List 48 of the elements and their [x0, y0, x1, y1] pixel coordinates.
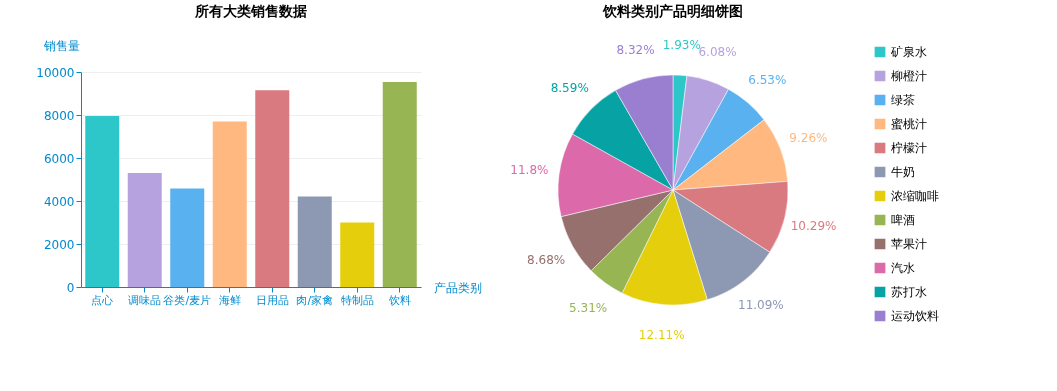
legend-label: 矿泉水 [890, 45, 927, 59]
y-tick-label: 2000 [43, 237, 75, 252]
bar [382, 81, 417, 287]
legend-label: 绿茶 [891, 93, 915, 107]
y-tick-label: 8000 [43, 108, 75, 123]
y-tick-label: 10000 [36, 65, 75, 80]
bar [85, 116, 120, 287]
legend-label: 苹果汁 [891, 237, 927, 251]
x-tick-label: 谷类/麦片 [163, 293, 212, 307]
x-tick-label: 饮料 [387, 293, 411, 307]
data-label: 8.68% [527, 253, 566, 268]
legend-label: 啤酒 [891, 213, 915, 227]
data-label: 8.32% [616, 42, 655, 57]
data-label: 10.29% [790, 218, 837, 233]
x-tick-label: 日用品 [255, 293, 289, 307]
data-label: 5.31% [569, 300, 608, 315]
data-label: 11.09% [737, 298, 784, 313]
x-axis-title: 产品类别 [433, 280, 482, 295]
y-axis-title: 销售量 [42, 38, 80, 53]
bar [170, 188, 205, 287]
bar [297, 196, 332, 287]
bar [127, 173, 162, 287]
bar [340, 222, 375, 287]
legend-label: 蜜桃汁 [891, 117, 927, 131]
legend-label: 柠檬汁 [891, 141, 927, 155]
legend-label: 苏打水 [891, 285, 927, 299]
chart-title: 所有大类销售数据 [194, 3, 307, 19]
chart-title: 饮料类别产品明细饼图 [602, 3, 743, 20]
y-tick-label: 6000 [43, 151, 75, 166]
legend-label: 柳橙汁 [891, 69, 927, 83]
x-tick-label: 特制品 [340, 293, 374, 307]
data-label: 11.8% [510, 163, 549, 178]
data-label: 12.11% [638, 327, 685, 342]
legend-label: 汽水 [891, 261, 915, 275]
x-tick-label: 肉/家禽 [296, 293, 334, 307]
legend-label: 运动饮料 [891, 309, 939, 323]
x-tick-label: 调味品 [128, 293, 162, 307]
legend-label: 浓缩咖啡 [891, 189, 939, 203]
bar [212, 121, 247, 287]
data-label: 9.26% [789, 131, 828, 146]
x-tick-label: 点心 [91, 293, 114, 307]
legend-label: 牛奶 [891, 165, 915, 179]
data-label: 8.59% [550, 81, 589, 96]
bar [255, 90, 290, 287]
y-tick-label: 0 [66, 280, 75, 295]
data-label: 6.53% [748, 72, 787, 87]
y-tick-label: 4000 [43, 194, 75, 209]
x-tick-label: 海鲜 [218, 293, 241, 307]
